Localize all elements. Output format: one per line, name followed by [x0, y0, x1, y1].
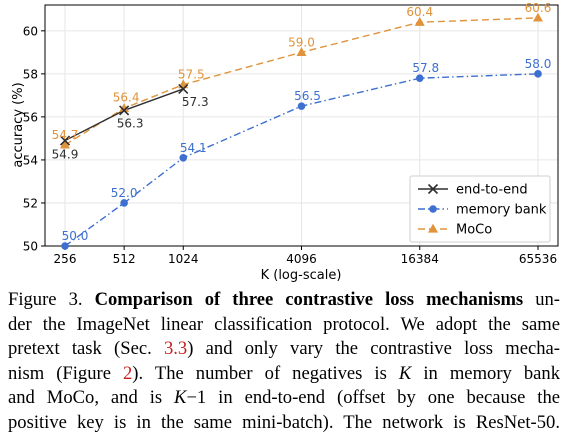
- caption-line-5: and MoCo, and is K−1 in end-to-end (offs…: [8, 386, 560, 411]
- caption-text: in memory bank: [411, 362, 561, 384]
- data-label: 56.3: [117, 116, 144, 130]
- caption-line-6: positive key is in the same mini-batch).…: [8, 411, 560, 433]
- figure-caption: Figure 3. Comparison of three contrastiv…: [8, 288, 560, 436]
- x-tick-label: 65536: [519, 252, 557, 266]
- data-label: 59.0: [288, 35, 315, 49]
- caption-title: Comparison of three contrastive loss mec…: [94, 289, 524, 310]
- caption-math-k: K: [174, 387, 187, 409]
- legend-swatch-marker: [428, 223, 438, 233]
- y-axis: 50 52 54 56 58 60: [23, 24, 45, 254]
- x-axis: 256 512 1024 4096 16384 65536: [54, 246, 557, 266]
- data-label: 54.9: [52, 148, 79, 162]
- data-point: [534, 70, 542, 78]
- data-label: 60.6: [525, 1, 552, 15]
- data-point: [120, 199, 128, 207]
- marker-stroke: [59, 135, 71, 146]
- y-tick-label: 60: [23, 24, 38, 38]
- data-label: 58.0: [525, 57, 552, 71]
- data-point: [60, 139, 70, 149]
- data-point: [296, 47, 307, 56]
- legend-box: [409, 175, 551, 243]
- data-point: [59, 135, 71, 146]
- x-tick-label: 256: [54, 252, 77, 266]
- data-label: 57.8: [412, 61, 439, 75]
- data-point: [533, 12, 543, 22]
- data-point: [297, 102, 306, 110]
- data-label: 57.3: [182, 95, 209, 109]
- data-labels: 50.0 52.0 54.1 56.5 57.8 58.0 54.7 56.4 57.5 59.0…: [52, 1, 552, 243]
- data-label: 50.0: [62, 229, 89, 243]
- caption-line-4: nism (Figure 2). The number of negatives…: [8, 362, 560, 387]
- data-label: 54.1: [180, 141, 207, 155]
- grid: [45, 5, 558, 247]
- figure-reference-link[interactable]: 2: [123, 362, 133, 384]
- y-tick-label: 50: [23, 240, 38, 254]
- caption-text: ) and only vary the contrastive loss mec…: [187, 338, 560, 360]
- caption-math-k: K: [398, 362, 412, 384]
- data-point: [119, 103, 130, 112]
- data-label: 56.4: [113, 90, 140, 104]
- series-line-memory-bank: [64, 73, 539, 247]
- marker-stroke: [119, 105, 130, 116]
- y-tick-label: 54: [23, 153, 38, 167]
- x-tick-label: 16384: [401, 252, 439, 266]
- y-tick-label: 52: [23, 196, 38, 210]
- x-tick-label: 512: [113, 252, 136, 266]
- legend-label: end-to-end: [456, 183, 528, 198]
- caption-text: ). The number of negatives is: [132, 362, 399, 384]
- data-point: [179, 153, 188, 162]
- data-point: [415, 74, 424, 82]
- legend-swatch-marker: [427, 183, 439, 195]
- section-reference-link[interactable]: 3.3: [163, 338, 188, 360]
- y-tick-label: 58: [23, 67, 38, 81]
- data-label: 57.5: [178, 68, 205, 82]
- x-tick-label: 4096: [286, 252, 317, 266]
- marker-stroke: [427, 183, 439, 195]
- caption-text: pretext task (Sec.: [8, 338, 164, 360]
- y-axis-title: accuracy (%): [11, 82, 26, 167]
- data-label: 56.5: [294, 89, 321, 103]
- data-point: [178, 83, 189, 94]
- caption-figure-number: Figure 3.: [8, 289, 95, 310]
- caption-text: un-: [523, 289, 560, 310]
- legend: end-to-end memory bank MoCo: [409, 175, 551, 243]
- legend-label: memory bank: [456, 203, 547, 218]
- y-tick-label: 56: [23, 110, 38, 124]
- series-line-moco: [64, 17, 539, 146]
- data-label: 60.4: [406, 5, 433, 19]
- legend-swatch-marker: [429, 205, 437, 213]
- data-label: 54.7: [52, 128, 79, 142]
- caption-text: nism (Figure: [8, 362, 123, 384]
- accuracy-vs-k-chart: 50 52 54 56 58 60 256 512 1024 4096 16384 65536 50…: [11, 1, 559, 283]
- caption-line-2: der the ImageNet linear classification p…: [8, 313, 560, 335]
- x-axis-title: K (log-scale): [261, 268, 342, 283]
- caption-text: −1 in end-to-end (offset by one because …: [186, 387, 560, 409]
- data-point: [61, 242, 69, 250]
- series-markers: [59, 12, 543, 250]
- caption-line-1: Figure 3. Comparison of three contrastiv…: [8, 288, 560, 313]
- caption-text: and MoCo, and is: [8, 387, 175, 409]
- data-label: 52.0: [111, 186, 138, 200]
- data-point: [414, 17, 425, 26]
- data-point: [119, 105, 130, 116]
- caption-line-3: pretext task (Sec. 3.3) and only vary th…: [8, 337, 560, 362]
- marker-stroke: [178, 83, 189, 94]
- legend-label: MoCo: [456, 223, 492, 238]
- x-tick-label: 1024: [168, 252, 199, 266]
